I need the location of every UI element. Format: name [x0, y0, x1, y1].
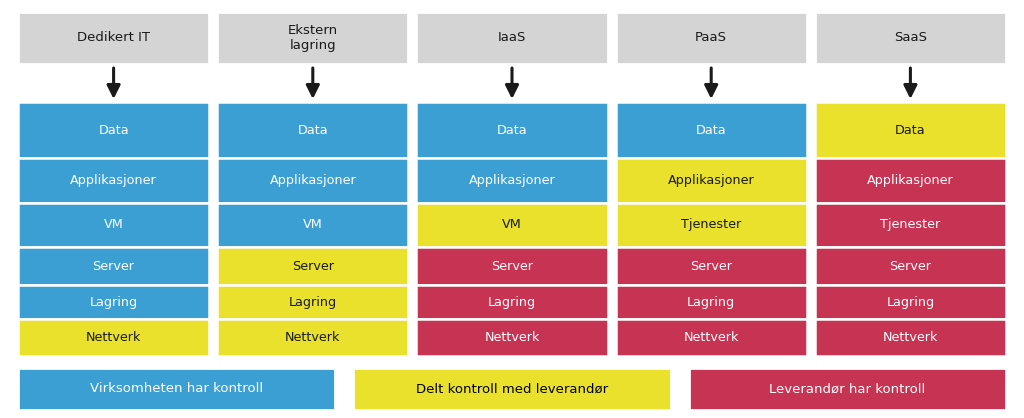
Bar	[615, 203, 807, 247]
Text: Applikasjoner: Applikasjoner	[71, 174, 157, 187]
Text: Server: Server	[292, 260, 334, 273]
Text: Dedikert IT: Dedikert IT	[77, 31, 151, 44]
Bar	[815, 247, 1006, 285]
Bar	[417, 319, 607, 356]
Text: Lagring: Lagring	[89, 296, 137, 309]
Bar	[615, 12, 807, 64]
Text: SaaS: SaaS	[894, 31, 927, 44]
Bar	[217, 247, 409, 285]
Bar	[217, 319, 409, 356]
Bar	[815, 203, 1006, 247]
Text: Lagring: Lagring	[887, 296, 935, 309]
Bar	[18, 319, 209, 356]
Bar	[217, 12, 409, 64]
Bar	[815, 158, 1006, 203]
Text: VM: VM	[303, 218, 323, 231]
Text: Data: Data	[298, 124, 328, 137]
Text: Lagring: Lagring	[289, 296, 337, 309]
Text: Applikasjoner: Applikasjoner	[469, 174, 555, 187]
Text: Lagring: Lagring	[687, 296, 735, 309]
Text: Nettverk: Nettverk	[683, 331, 739, 344]
Bar	[217, 285, 409, 319]
Bar	[18, 285, 209, 319]
Bar	[217, 102, 409, 158]
Bar	[217, 203, 409, 247]
Text: Data: Data	[98, 124, 129, 137]
Text: VM: VM	[502, 218, 522, 231]
Text: Data: Data	[497, 124, 527, 137]
Bar	[417, 285, 607, 319]
Text: Data: Data	[895, 124, 926, 137]
Text: Applikasjoner: Applikasjoner	[668, 174, 755, 187]
Text: Applikasjoner: Applikasjoner	[867, 174, 953, 187]
Text: Delt kontroll med leverandør: Delt kontroll med leverandør	[416, 382, 608, 395]
Text: Nettverk: Nettverk	[285, 331, 341, 344]
Bar	[417, 203, 607, 247]
Bar	[815, 319, 1006, 356]
Bar	[615, 319, 807, 356]
Text: Nettverk: Nettverk	[484, 331, 540, 344]
Text: Server: Server	[92, 260, 134, 273]
Bar	[417, 12, 607, 64]
Bar	[18, 158, 209, 203]
Bar	[417, 247, 607, 285]
Text: Server: Server	[690, 260, 732, 273]
Text: Applikasjoner: Applikasjoner	[269, 174, 356, 187]
Bar	[615, 285, 807, 319]
Text: Tjenester: Tjenester	[881, 218, 940, 231]
Bar	[815, 285, 1006, 319]
Text: IaaS: IaaS	[498, 31, 526, 44]
Text: Server: Server	[490, 260, 534, 273]
Bar	[353, 368, 671, 410]
Bar	[18, 203, 209, 247]
Bar	[217, 158, 409, 203]
Bar	[815, 102, 1006, 158]
Text: Nettverk: Nettverk	[86, 331, 141, 344]
Bar	[615, 102, 807, 158]
Bar	[815, 12, 1006, 64]
Text: Lagring: Lagring	[488, 296, 536, 309]
Bar	[18, 102, 209, 158]
Text: Data: Data	[696, 124, 726, 137]
Bar	[689, 368, 1006, 410]
Bar	[18, 247, 209, 285]
Text: VM: VM	[103, 218, 124, 231]
Bar	[18, 368, 335, 410]
Text: Server: Server	[890, 260, 932, 273]
Bar	[615, 158, 807, 203]
Text: Ekstern
lagring: Ekstern lagring	[288, 24, 338, 52]
Text: Nettverk: Nettverk	[883, 331, 938, 344]
Text: Leverandør har kontroll: Leverandør har kontroll	[769, 382, 926, 395]
Bar	[417, 102, 607, 158]
Text: PaaS: PaaS	[695, 31, 727, 44]
Text: Tjenester: Tjenester	[681, 218, 741, 231]
Bar	[417, 158, 607, 203]
Bar	[615, 247, 807, 285]
Bar	[18, 12, 209, 64]
Text: Virksomheten har kontroll: Virksomheten har kontroll	[90, 382, 263, 395]
